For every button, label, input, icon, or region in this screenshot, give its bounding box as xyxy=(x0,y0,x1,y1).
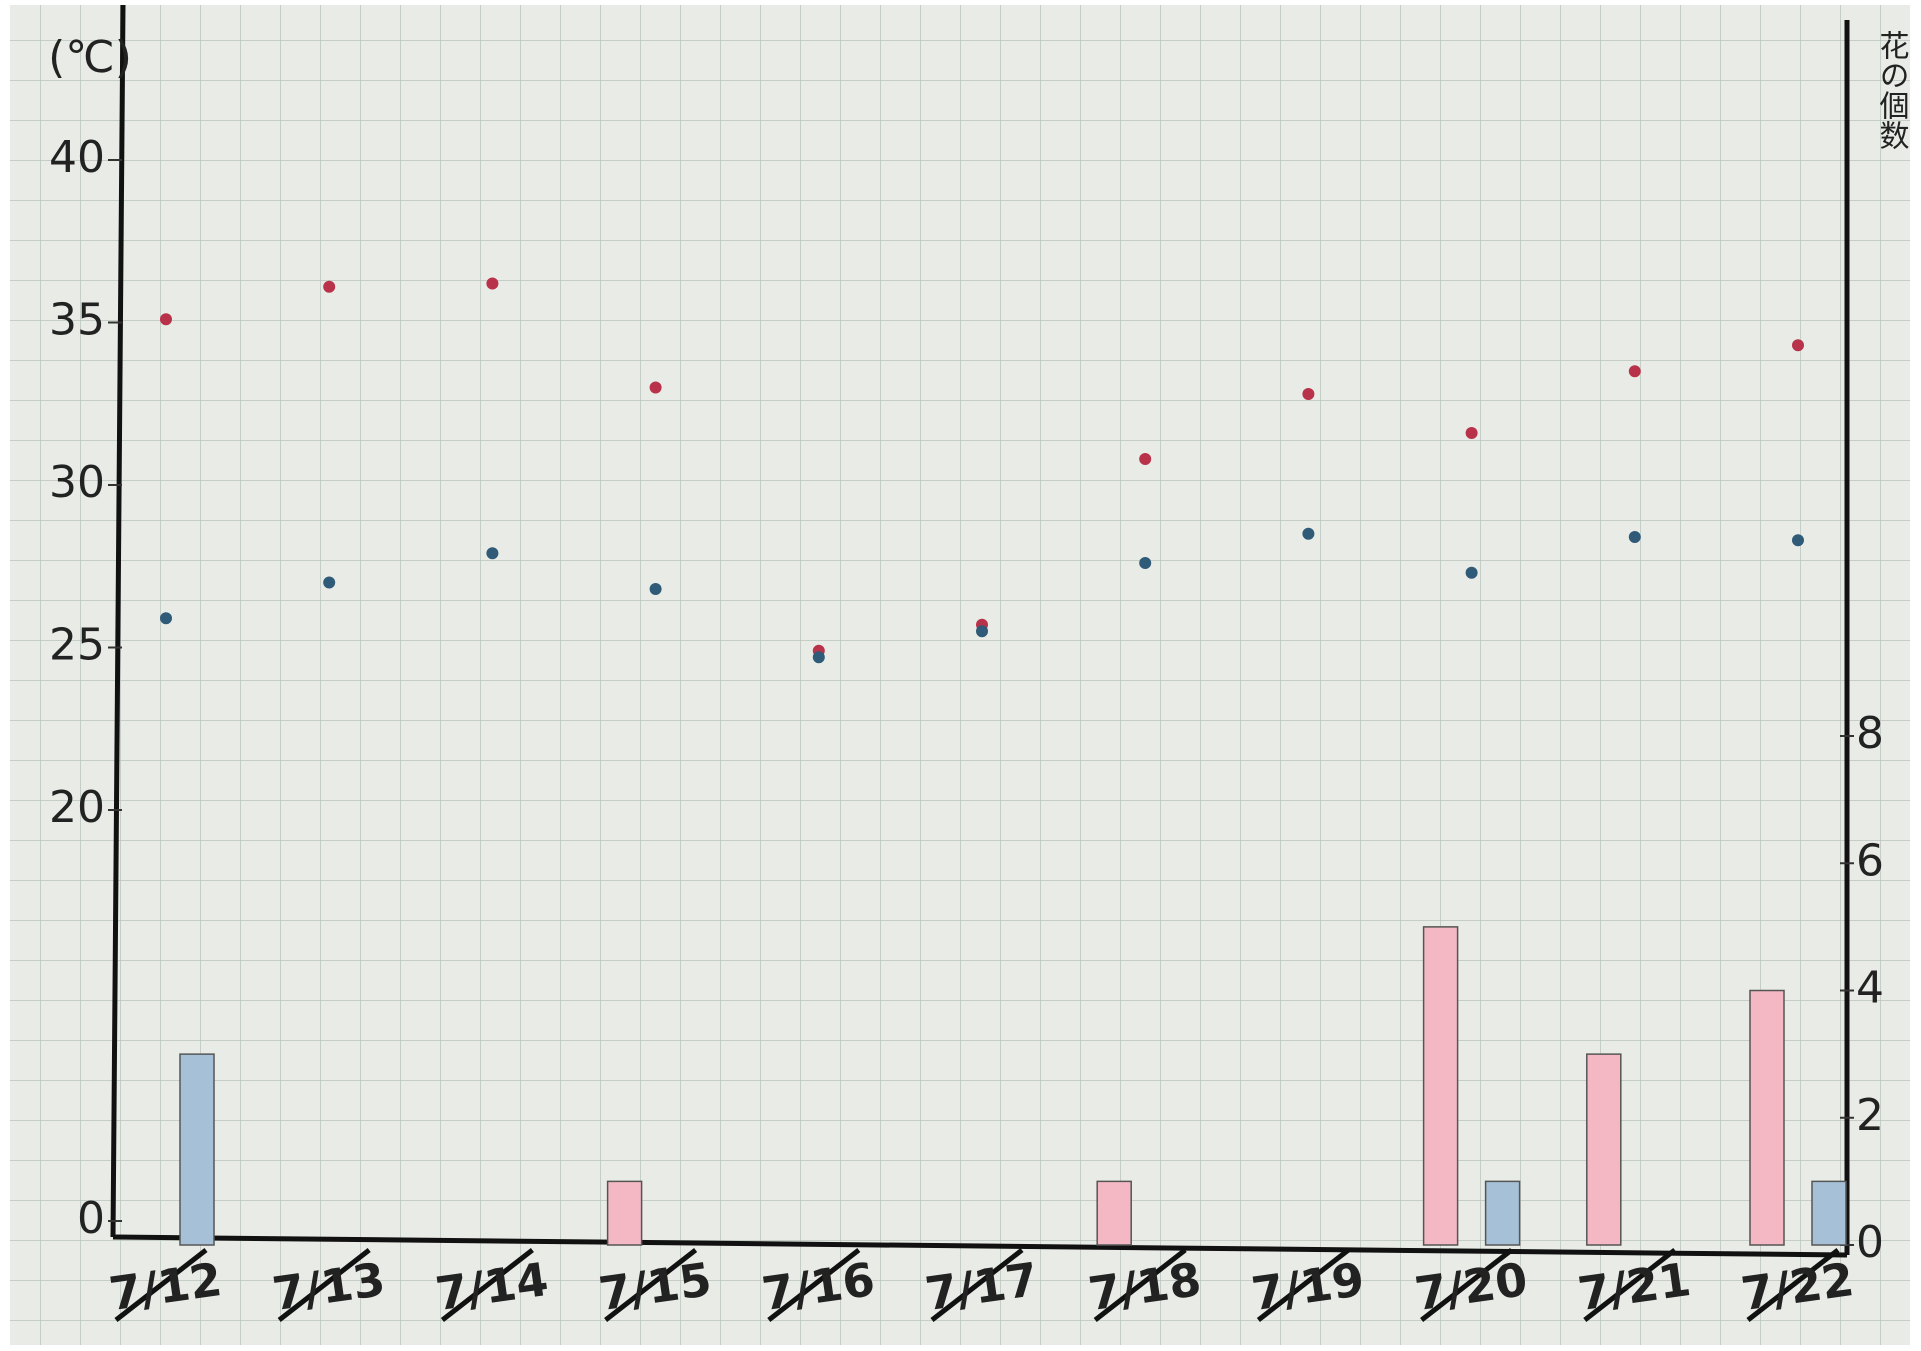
bar xyxy=(1812,1181,1846,1245)
point xyxy=(1792,339,1804,351)
point xyxy=(650,583,662,595)
bar xyxy=(1750,991,1784,1246)
point xyxy=(160,612,172,624)
point xyxy=(1792,534,1804,546)
y-tick-label: 20 xyxy=(49,782,105,833)
point xyxy=(486,547,498,559)
y-tick-label: 30 xyxy=(49,457,105,508)
point xyxy=(1629,531,1641,543)
point xyxy=(486,278,498,290)
page: (℃) 花の個数 02025303540024687/127/137/147/1… xyxy=(0,0,1921,1351)
point xyxy=(813,651,825,663)
y2-axis-label: 花の個数 xyxy=(1874,30,1910,150)
y2-tick-label: 4 xyxy=(1856,963,1884,1014)
bar xyxy=(1587,1054,1621,1245)
point xyxy=(976,625,988,637)
chart: (℃) 花の個数 02025303540024687/127/137/147/1… xyxy=(0,0,1921,1351)
bar xyxy=(608,1181,642,1245)
y2-tick-label: 2 xyxy=(1856,1090,1884,1141)
point xyxy=(323,577,335,589)
point xyxy=(650,382,662,394)
bar xyxy=(180,1054,214,1245)
point xyxy=(1302,528,1314,540)
y2-tick-label: 0 xyxy=(1856,1217,1884,1268)
point xyxy=(1466,427,1478,439)
point xyxy=(323,281,335,293)
point xyxy=(160,313,172,325)
y-tick-label: 0 xyxy=(77,1193,105,1244)
point xyxy=(1302,388,1314,400)
point xyxy=(1139,557,1151,569)
y-tick-label: 35 xyxy=(49,295,105,346)
y-axis-label: (℃) xyxy=(48,32,132,83)
y-tick-label: 40 xyxy=(49,132,105,183)
grid-paper xyxy=(10,5,1910,1345)
point xyxy=(1629,365,1641,377)
bar xyxy=(1486,1181,1520,1245)
y2-tick-label: 6 xyxy=(1856,835,1884,886)
point xyxy=(1466,567,1478,579)
y2-tick-label: 8 xyxy=(1856,708,1884,759)
point xyxy=(1139,453,1151,465)
bar xyxy=(1097,1181,1131,1245)
bar xyxy=(1424,927,1458,1245)
y-tick-label: 25 xyxy=(49,620,105,671)
